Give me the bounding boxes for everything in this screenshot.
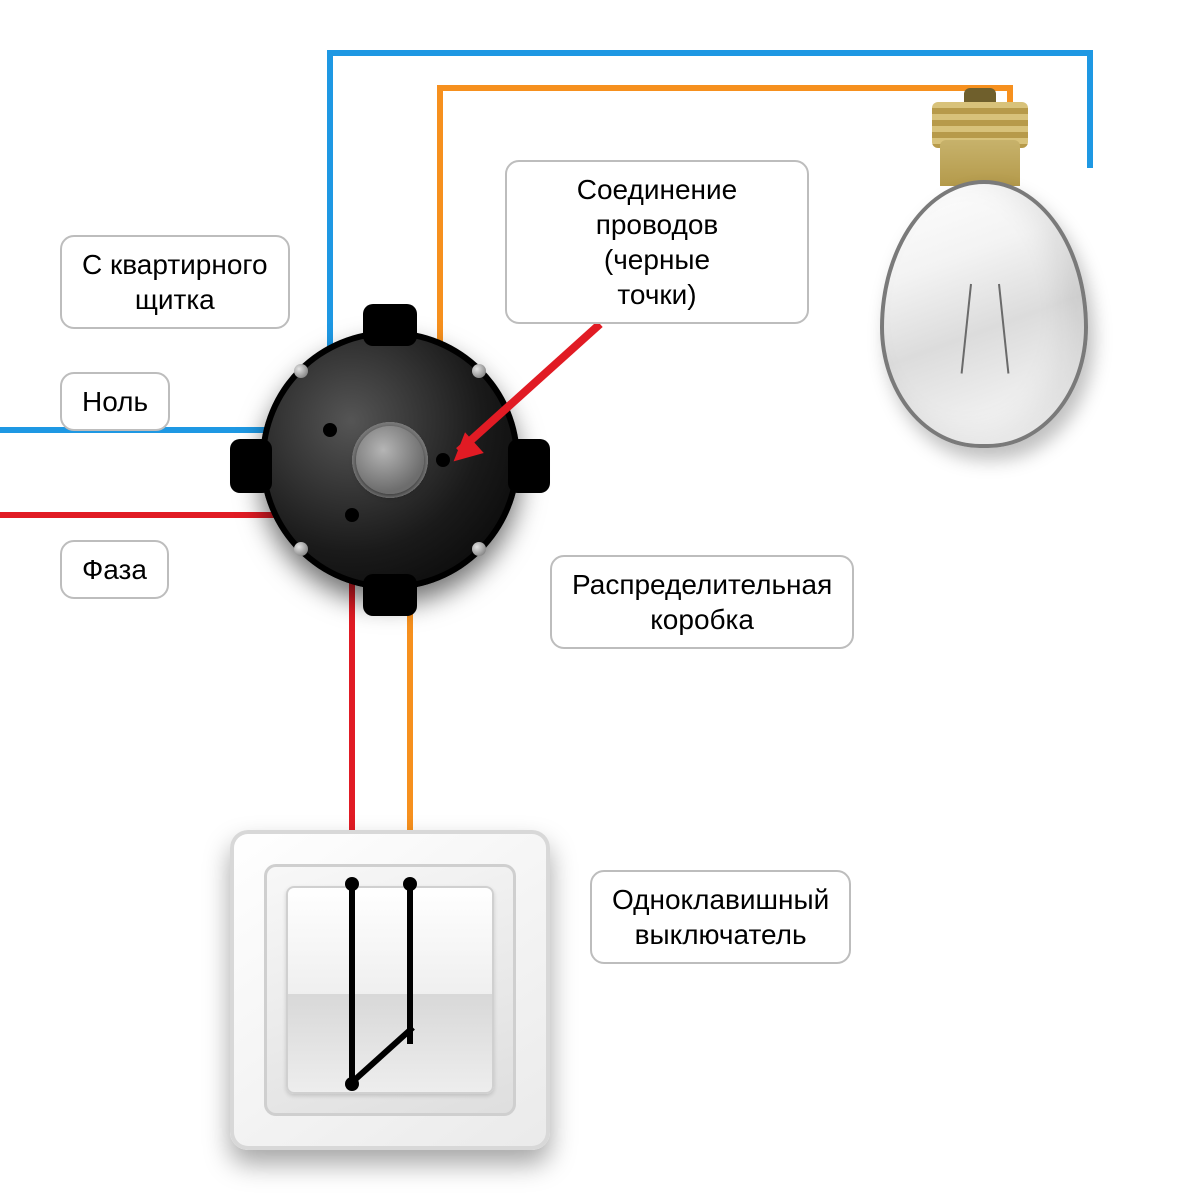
bulb-filament bbox=[998, 284, 1009, 374]
wiring-diagram: С квартирного щитка Ноль Фаза Соединение… bbox=[0, 0, 1193, 1200]
switch-frame bbox=[264, 864, 516, 1116]
label-from-panel: С квартирного щитка bbox=[60, 235, 290, 329]
wire-switched-top bbox=[437, 85, 1013, 91]
jbox-port-left bbox=[230, 439, 272, 493]
bulb-filament bbox=[961, 284, 972, 374]
label-phase: Фаза bbox=[60, 540, 169, 599]
jbox-screw bbox=[294, 364, 308, 378]
jbox-screw bbox=[472, 542, 486, 556]
label-switch: Одноклавишный выключатель bbox=[590, 870, 851, 964]
light-bulb bbox=[880, 180, 1088, 448]
label-junction-box: Распределительная коробка bbox=[550, 555, 854, 649]
wall-switch bbox=[230, 830, 550, 1150]
label-connections: Соединение проводов (черные точки) bbox=[505, 160, 809, 324]
wire-neutral-top bbox=[327, 50, 1093, 56]
junction-box bbox=[260, 330, 520, 590]
jbox-port-top bbox=[363, 304, 417, 346]
label-neutral: Ноль bbox=[60, 372, 170, 431]
bulb-glass bbox=[880, 180, 1088, 448]
junction-dot bbox=[345, 508, 359, 522]
jbox-port-right bbox=[508, 439, 550, 493]
switch-rocker bbox=[286, 886, 494, 1094]
wire-neutral-to-bulb bbox=[1087, 50, 1093, 168]
jbox-screw bbox=[472, 364, 486, 378]
jbox-port-bottom bbox=[363, 574, 417, 616]
jbox-screw bbox=[294, 542, 308, 556]
junction-dot bbox=[323, 423, 337, 437]
